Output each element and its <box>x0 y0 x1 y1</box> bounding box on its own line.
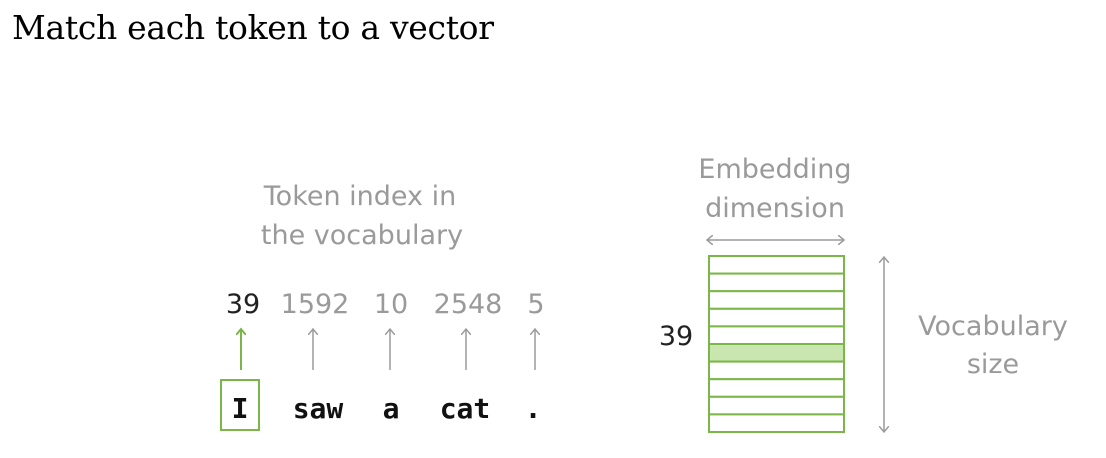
matrix-row <box>708 360 845 381</box>
matrix-row <box>708 413 845 433</box>
matrix-row <box>708 378 845 398</box>
vocabulary-caption-line1: Vocabulary <box>918 311 1068 342</box>
page-title: Match each token to a vector <box>12 8 494 47</box>
matrix-row <box>708 395 845 416</box>
token-index-caption-line2: the vocabulary <box>261 220 463 251</box>
token-index-4: 5 <box>527 289 544 320</box>
embedding-caption-line1: Embedding <box>698 154 851 185</box>
token-index-2: 10 <box>374 289 408 320</box>
matrix-row-label: 39 <box>659 321 693 352</box>
token-index-caption-line1: Token index in <box>263 181 456 212</box>
token-index-3: 2548 <box>434 289 503 320</box>
token-3: cat <box>440 392 491 425</box>
token-0: I <box>232 392 249 425</box>
token-1: saw <box>293 392 344 425</box>
token-2: a <box>383 392 400 425</box>
matrix-row-highlighted <box>708 343 845 363</box>
token-index-0: 39 <box>226 289 260 320</box>
matrix-row <box>708 255 845 275</box>
matrix-row <box>708 272 845 293</box>
matrix-row <box>708 290 845 310</box>
embedding-caption-line2: dimension <box>705 193 845 224</box>
embedding-matrix <box>708 255 845 433</box>
token-index-1: 1592 <box>281 289 350 320</box>
vocabulary-caption-line2: size <box>967 349 1019 380</box>
matrix-row <box>708 307 845 328</box>
matrix-row <box>708 325 845 345</box>
token-4: . <box>525 392 542 425</box>
token-highlight-box <box>220 379 260 431</box>
